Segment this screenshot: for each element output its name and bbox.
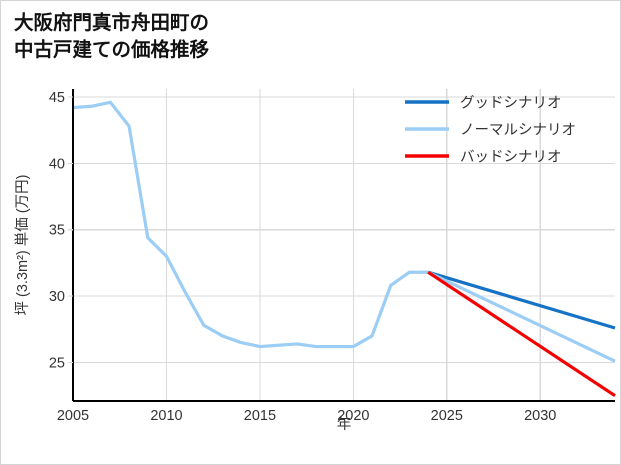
y-tick-label: 25 xyxy=(49,355,65,371)
x-tick-label: 2010 xyxy=(150,408,182,424)
x-tick-labels: 2005 2010 2015 2020 2025 2030 xyxy=(57,408,557,424)
y-tick-label: 40 xyxy=(49,156,65,172)
x-tick-label: 2030 xyxy=(524,408,556,424)
legend-item-bad: バッドシナリオ xyxy=(405,150,562,166)
legend-label-bad: バッドシナリオ xyxy=(460,150,562,166)
y-axis-title: 坪 (3.3m²) 単価 (万円) xyxy=(14,175,31,316)
series-line-good xyxy=(427,270,616,330)
legend-label-normal: ノーマルシナリオ xyxy=(460,123,576,139)
x-axis-title: 年 xyxy=(337,416,352,433)
series-line-normal xyxy=(427,270,616,363)
legend-item-normal: ノーマルシナリオ xyxy=(405,123,576,139)
legend-item-good: グッドシナリオ xyxy=(405,95,562,112)
axis-spines xyxy=(71,89,615,403)
x-tick-label: 2005 xyxy=(57,408,89,424)
x-tick-label: 2025 xyxy=(431,408,463,424)
page-title: 大阪府門真市舟田町の 中古戸建ての価格推移 xyxy=(14,12,210,61)
y-tick-label: 45 xyxy=(49,90,65,106)
y-tick-label: 35 xyxy=(49,223,65,239)
series-line-bad xyxy=(427,270,616,398)
y-gridlines xyxy=(73,96,615,364)
legend-label-good: グッドシナリオ xyxy=(460,95,562,112)
series-line-historical xyxy=(72,100,429,349)
x-tick-label: 2020 xyxy=(337,408,369,424)
y-tick-labels: 25 30 35 40 45 xyxy=(49,90,73,371)
series-lines xyxy=(72,100,616,398)
y-tick-label: 30 xyxy=(49,289,65,305)
x-tick-label: 2015 xyxy=(244,408,276,424)
